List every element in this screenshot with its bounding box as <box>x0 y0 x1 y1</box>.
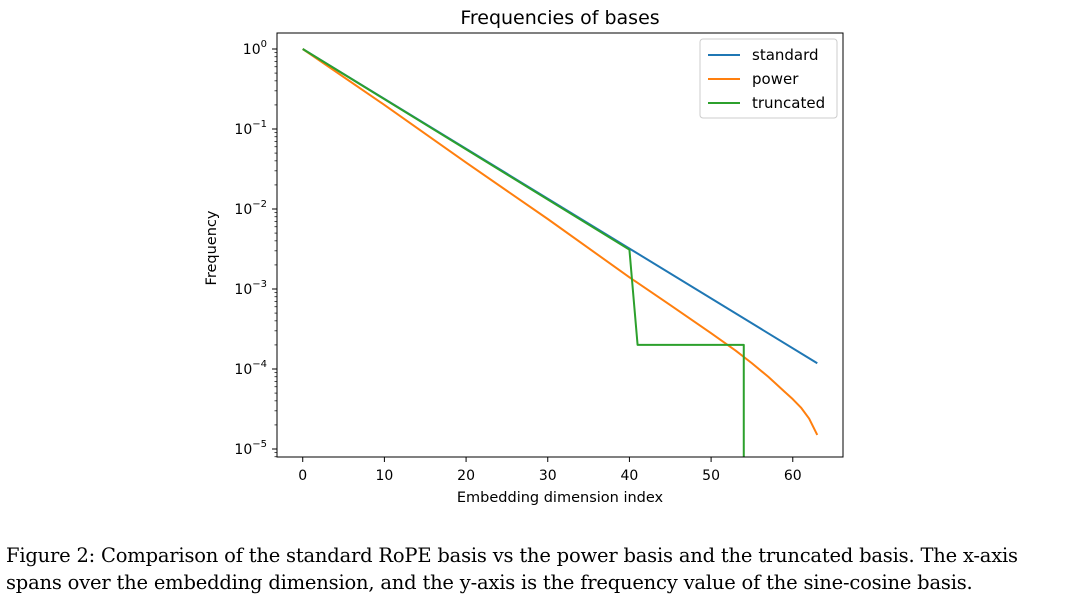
x-tick-label: 60 <box>784 468 802 484</box>
y-tick-label: 10−1 <box>234 119 267 138</box>
caption-line-2: spans over the embedding dimension, and … <box>6 571 973 594</box>
y-axis-ticks: 100 10−1 10−2 10−3 10−4 10−5 <box>234 39 277 458</box>
legend-label-truncated: truncated <box>752 94 825 112</box>
y-tick-label: 10−4 <box>234 359 267 378</box>
caption-line-1: Figure 2: Comparison of the standard RoP… <box>6 544 1018 567</box>
legend-entries: standard power truncated <box>708 46 825 112</box>
legend: standard power truncated <box>699 38 838 119</box>
y-tick-label: 10−2 <box>234 199 267 218</box>
legend-label-standard: standard <box>752 46 819 64</box>
legend-label-power: power <box>752 70 799 88</box>
x-tick-label: 30 <box>539 468 557 484</box>
x-axis-ticks: 0 10 20 30 40 50 60 <box>298 457 802 484</box>
series-line-power <box>302 48 819 436</box>
x-tick-label: 40 <box>621 468 639 484</box>
plot-frame <box>276 32 844 458</box>
y-tick-label: 10−3 <box>234 279 267 298</box>
y-axis-label: Frequency <box>204 210 220 285</box>
x-tick-label: 0 <box>298 468 307 484</box>
y-tick-label: 10−5 <box>234 439 267 458</box>
figure-caption: Figure 2: Comparison of the standard RoP… <box>6 542 1076 596</box>
x-tick-label: 50 <box>702 468 720 484</box>
x-tick-label: 20 <box>457 468 475 484</box>
legend-frame <box>699 38 838 119</box>
y-tick-label: 100 <box>243 39 267 58</box>
chart: Frequencies of bases Frequency Embedding… <box>204 7 844 506</box>
series-line-truncated <box>302 48 745 457</box>
chart-title: Frequencies of bases <box>460 7 659 29</box>
series-layer <box>302 48 819 457</box>
x-axis-label: Embedding dimension index <box>457 490 664 506</box>
x-tick-label: 10 <box>375 468 393 484</box>
